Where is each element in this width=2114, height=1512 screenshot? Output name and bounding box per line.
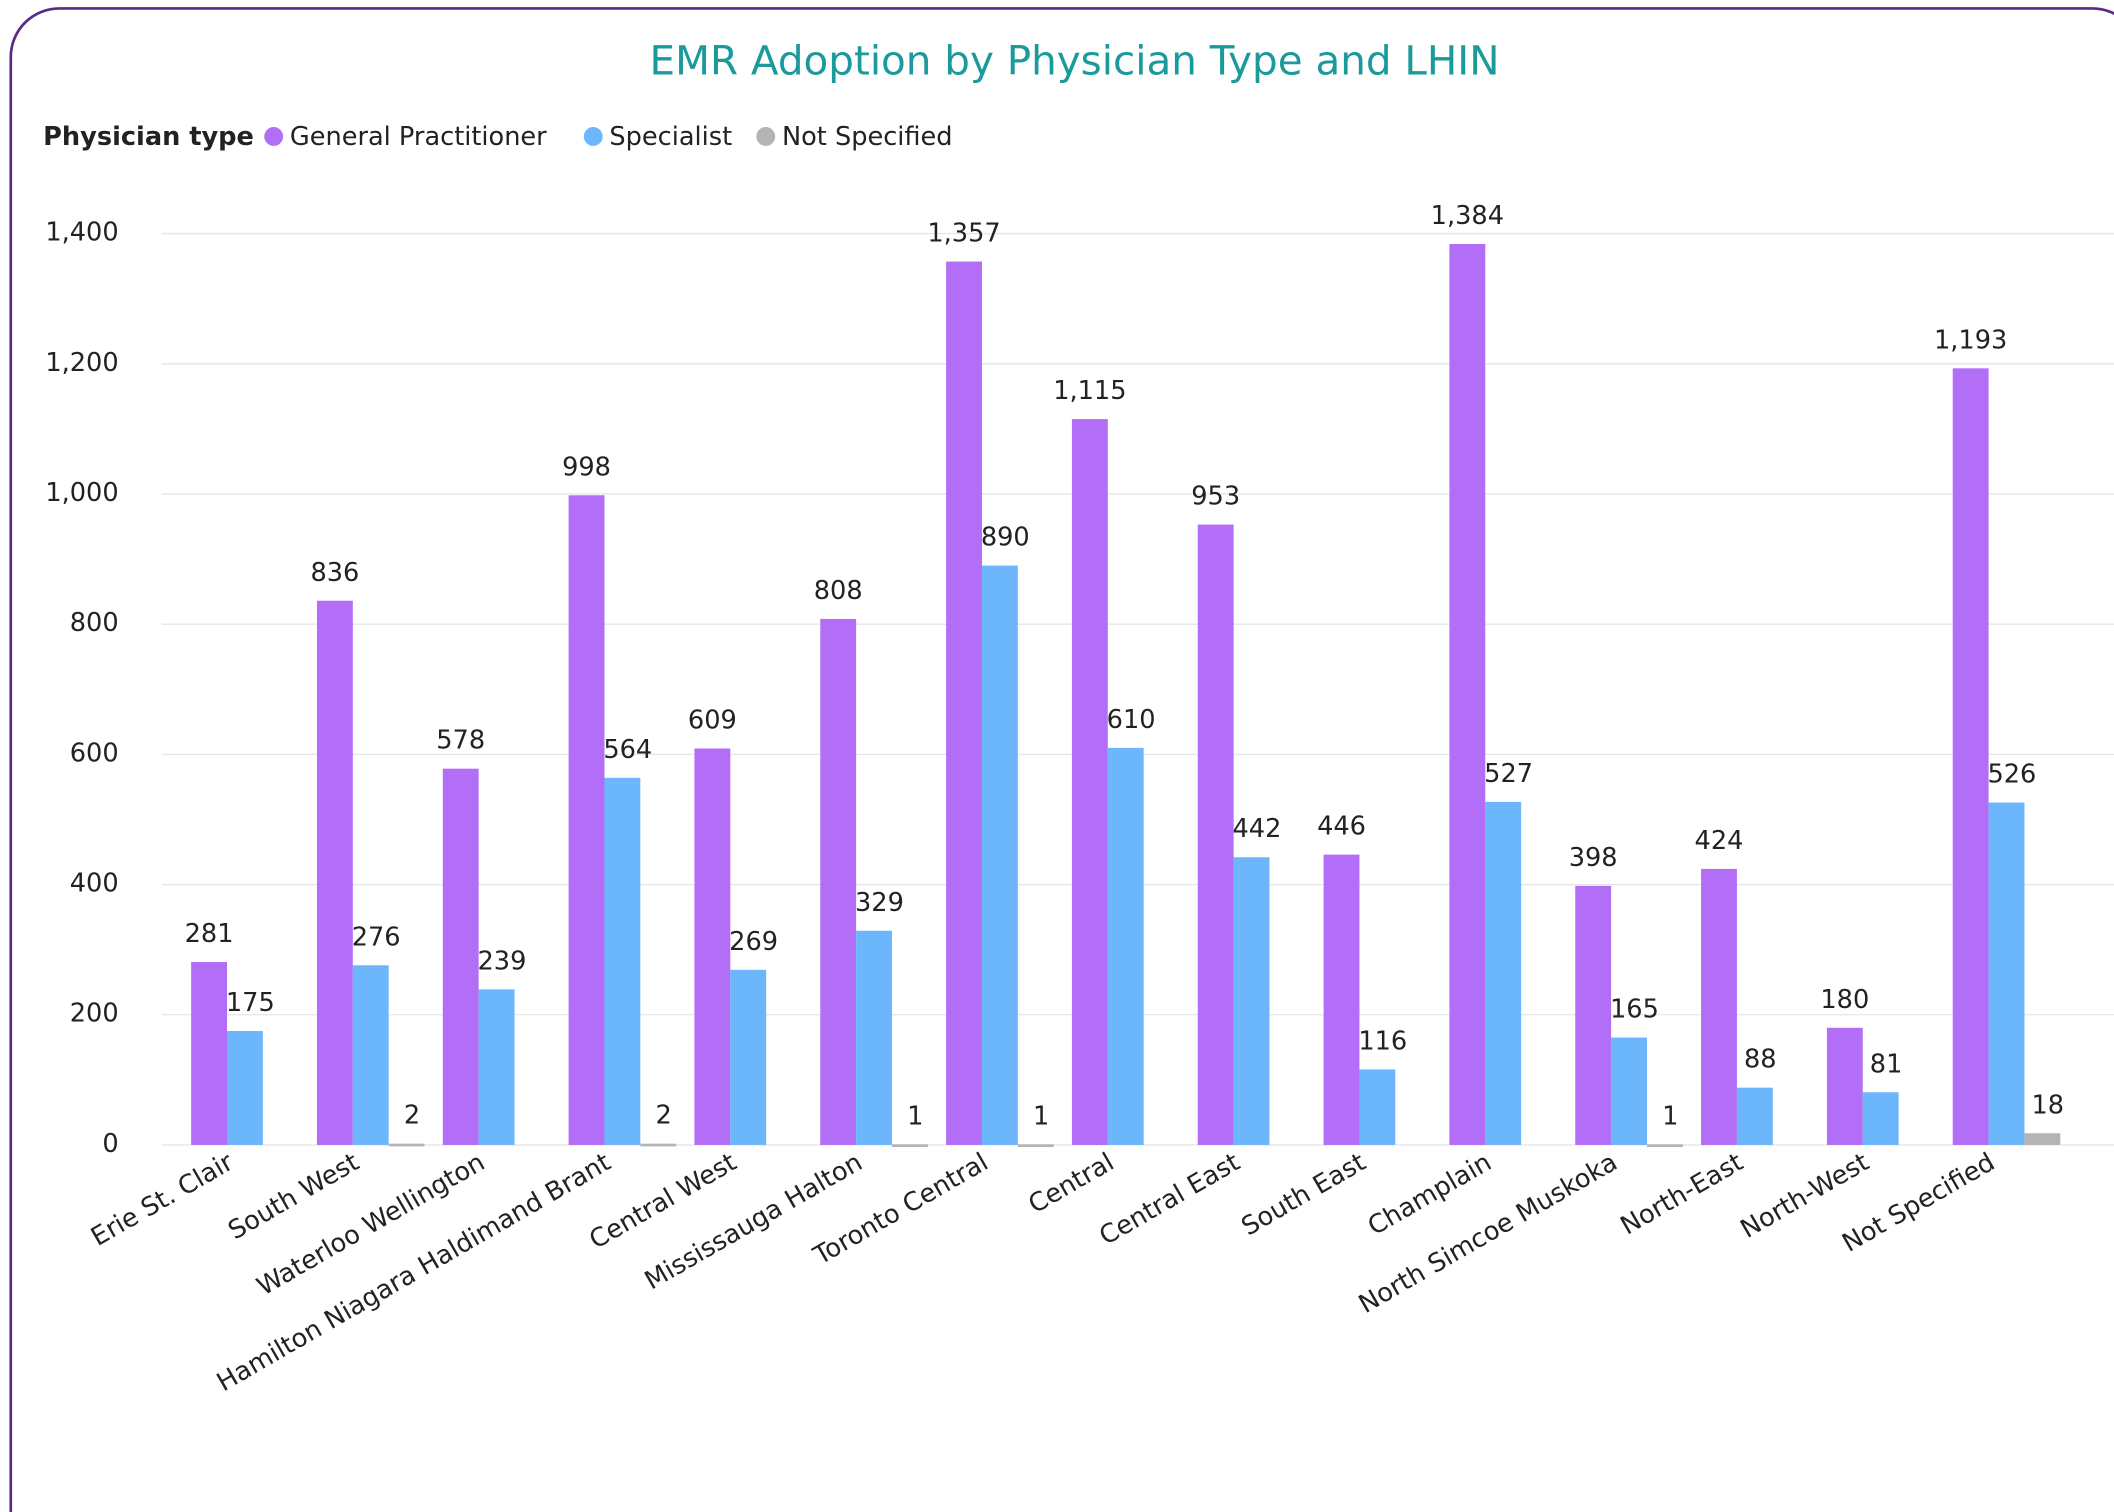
legend-label: General Practitioner — [290, 122, 547, 152]
bar — [1107, 747, 1144, 1145]
data-label: 2 — [656, 1101, 672, 1131]
bar — [1323, 854, 1360, 1145]
data-label: 526 — [1987, 760, 2036, 790]
data-label: 81 — [1870, 1049, 1903, 1079]
bar — [604, 777, 641, 1145]
data-label: 18 — [2031, 1090, 2064, 1120]
bar — [1988, 802, 2025, 1145]
bar — [1826, 1027, 1863, 1145]
data-label: 1,193 — [1934, 325, 2007, 355]
data-label: 281 — [185, 919, 234, 949]
data-label: 2 — [404, 1101, 420, 1131]
bar — [1485, 801, 1522, 1145]
data-label: 1,357 — [927, 219, 1000, 249]
bar — [1071, 419, 1108, 1145]
bar — [1359, 1069, 1396, 1145]
y-tick-label: 600 — [70, 738, 119, 768]
bar — [820, 618, 857, 1145]
data-label: 836 — [310, 558, 359, 588]
data-label: 1,115 — [1053, 376, 1126, 406]
y-tick-label: 400 — [70, 869, 119, 899]
bar — [856, 930, 892, 1145]
bar — [191, 962, 227, 1145]
bar — [442, 768, 479, 1145]
data-label: 398 — [1569, 843, 1618, 873]
y-tick-label: 1,400 — [45, 218, 118, 248]
bar — [730, 969, 767, 1145]
data-label: 88 — [1744, 1045, 1777, 1075]
y-tick-label: 1,000 — [45, 478, 118, 508]
data-label: 953 — [1191, 482, 1240, 512]
data-label: 446 — [1317, 812, 1366, 842]
bar — [640, 1143, 677, 1147]
y-tick-label: 1,200 — [45, 348, 118, 378]
bar — [1449, 243, 1486, 1145]
bar — [1611, 1037, 1647, 1145]
bar — [1197, 524, 1234, 1145]
bar — [478, 989, 515, 1145]
bar — [352, 965, 389, 1145]
data-label: 609 — [688, 706, 737, 736]
data-label: 1 — [1662, 1101, 1678, 1131]
bar — [1233, 857, 1270, 1145]
y-tick-label: 800 — [70, 608, 119, 638]
y-tick-label: 200 — [70, 999, 119, 1029]
legend-marker — [264, 127, 284, 146]
data-label: 165 — [1610, 995, 1659, 1025]
data-label: 276 — [352, 922, 401, 952]
bar — [316, 600, 353, 1145]
data-label: 1 — [1033, 1101, 1049, 1131]
bar — [1701, 868, 1737, 1145]
data-label: 180 — [1820, 985, 1869, 1015]
data-label: 610 — [1107, 705, 1156, 735]
bar — [946, 261, 982, 1145]
data-label: 175 — [226, 988, 275, 1018]
legend-title: Physician type — [43, 122, 254, 152]
data-label: 269 — [729, 927, 778, 957]
data-label: 808 — [814, 576, 863, 606]
legend-marker — [583, 127, 603, 146]
y-tick-label: 0 — [102, 1129, 118, 1159]
bar — [2024, 1133, 2061, 1145]
data-label: 578 — [436, 726, 485, 756]
chart-title: EMR Adoption by Physician Type and LHIN — [650, 37, 1500, 85]
bar — [226, 1031, 263, 1145]
legend-label: Not Specified — [782, 122, 953, 152]
bar — [1017, 1144, 1054, 1148]
data-label: 527 — [1484, 759, 1533, 789]
bar — [981, 565, 1018, 1145]
data-label: 442 — [1233, 814, 1282, 844]
data-label: 890 — [981, 523, 1030, 553]
bar — [1646, 1144, 1683, 1148]
data-label: 329 — [855, 888, 904, 918]
data-label: 998 — [562, 452, 611, 482]
bar — [1575, 885, 1612, 1145]
legend-marker — [756, 127, 776, 146]
legend-label: Specialist — [609, 122, 732, 152]
bar — [388, 1143, 425, 1147]
data-label: 116 — [1358, 1026, 1407, 1056]
data-label: 1,384 — [1431, 201, 1504, 231]
data-label: 424 — [1695, 826, 1744, 856]
bar — [694, 748, 731, 1145]
bar — [1736, 1087, 1773, 1145]
data-label: 564 — [603, 735, 652, 765]
bar — [568, 495, 605, 1145]
data-label: 1 — [907, 1101, 923, 1131]
data-label: 239 — [478, 946, 527, 976]
bar — [1952, 368, 1989, 1145]
bar — [891, 1144, 928, 1148]
bar — [1862, 1092, 1899, 1145]
